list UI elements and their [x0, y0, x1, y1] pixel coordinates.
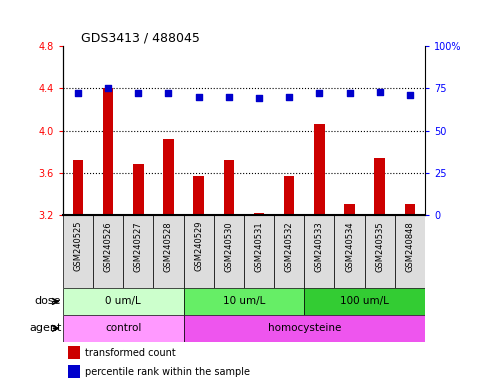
Bar: [314, 124, 325, 215]
Text: GSM240525: GSM240525: [73, 221, 83, 271]
Point: [74, 90, 82, 96]
Text: GDS3413 / 488045: GDS3413 / 488045: [81, 32, 200, 45]
Text: GSM240529: GSM240529: [194, 221, 203, 271]
Bar: [154, 215, 184, 288]
Bar: [365, 215, 395, 288]
Text: GSM240533: GSM240533: [315, 221, 324, 271]
Point: [315, 90, 323, 96]
Text: agent: agent: [29, 323, 61, 333]
Point: [255, 95, 263, 101]
Point: [134, 90, 142, 96]
Bar: [304, 288, 425, 315]
Bar: [93, 215, 123, 288]
Bar: [224, 160, 234, 215]
Point: [285, 94, 293, 100]
Text: 100 um/L: 100 um/L: [340, 296, 389, 306]
Text: GSM240532: GSM240532: [284, 221, 294, 271]
Bar: [213, 215, 244, 288]
Text: GSM240526: GSM240526: [103, 221, 113, 271]
Bar: [405, 205, 415, 215]
Point: [406, 92, 414, 98]
Bar: [395, 215, 425, 288]
Bar: [193, 176, 204, 215]
Bar: [133, 164, 143, 215]
Bar: [334, 215, 365, 288]
Bar: [184, 288, 304, 315]
Text: GSM240531: GSM240531: [255, 221, 264, 271]
Bar: [304, 215, 334, 288]
Text: GSM240527: GSM240527: [134, 221, 143, 271]
Text: transformed count: transformed count: [85, 348, 175, 358]
Bar: [244, 215, 274, 288]
Bar: [254, 213, 264, 215]
Bar: [184, 215, 213, 288]
Point: [376, 89, 384, 95]
Text: GSM240530: GSM240530: [224, 221, 233, 271]
Text: homocysteine: homocysteine: [268, 323, 341, 333]
Point: [225, 94, 233, 100]
Bar: [123, 215, 154, 288]
Text: control: control: [105, 323, 142, 333]
Bar: [72, 160, 83, 215]
Point: [346, 90, 354, 96]
Text: GSM240535: GSM240535: [375, 221, 384, 271]
Bar: [344, 205, 355, 215]
Bar: [184, 315, 425, 342]
Point: [165, 90, 172, 96]
Bar: [63, 288, 184, 315]
Point: [104, 85, 112, 91]
Bar: [374, 158, 385, 215]
Bar: [63, 315, 184, 342]
Bar: [68, 346, 80, 359]
Bar: [274, 215, 304, 288]
Text: 10 um/L: 10 um/L: [223, 296, 265, 306]
Bar: [68, 365, 80, 378]
Text: GSM240528: GSM240528: [164, 221, 173, 271]
Bar: [63, 215, 93, 288]
Point: [195, 94, 202, 100]
Bar: [163, 139, 174, 215]
Text: GSM240848: GSM240848: [405, 221, 414, 271]
Bar: [284, 176, 295, 215]
Bar: [103, 88, 114, 215]
Text: GSM240534: GSM240534: [345, 221, 354, 271]
Text: percentile rank within the sample: percentile rank within the sample: [85, 367, 250, 377]
Text: dose: dose: [35, 296, 61, 306]
Text: 0 um/L: 0 um/L: [105, 296, 141, 306]
